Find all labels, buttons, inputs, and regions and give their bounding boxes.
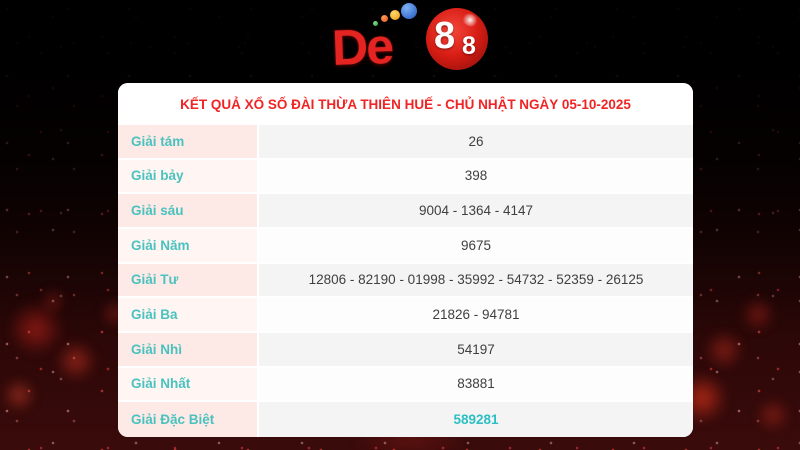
- prize-label: Giải Nhất: [118, 367, 259, 401]
- prize-numbers: 21826 - 94781: [259, 298, 693, 331]
- bokeh-glow: [704, 330, 744, 370]
- prize-row: Giải sáu 9004 - 1364 - 4147: [118, 194, 693, 229]
- prize-label: Giải Tư: [118, 263, 259, 297]
- lottery-results-card: KẾT QUẢ XỔ SỐ ĐÀI THỪA THIÊN HUẾ - CHỦ N…: [118, 83, 693, 437]
- bokeh-glow: [55, 340, 97, 382]
- logo-dot-yellow-icon: [390, 10, 400, 20]
- prize-label: Giải bảy: [118, 159, 259, 193]
- prize-label: Giải Đặc Biệt: [118, 402, 259, 437]
- prize-row: Giải Ba 21826 - 94781: [118, 298, 693, 333]
- logo-digit-large: 8: [434, 15, 456, 57]
- prize-numbers: 83881: [259, 367, 693, 401]
- prize-row: Giải Nhì 54197: [118, 333, 693, 368]
- prize-row: Giải tám 26: [118, 125, 693, 160]
- bokeh-glow: [40, 288, 66, 314]
- prize-numbers: 9675: [259, 229, 693, 262]
- bokeh-glow: [8, 300, 64, 356]
- special-prize-numbers: 589281: [259, 402, 693, 437]
- prize-numbers: 54197: [259, 333, 693, 366]
- bokeh-glow: [756, 398, 790, 432]
- prize-label: Giải tám: [118, 125, 259, 158]
- de88-logo[interactable]: De 8 8: [331, 0, 488, 80]
- prize-label: Giải Năm: [118, 229, 259, 262]
- prize-row: Giải Năm 9675: [118, 229, 693, 264]
- prize-label: Giải Ba: [118, 298, 259, 331]
- prize-row: Giải bảy 398: [118, 159, 693, 195]
- prize-numbers: 9004 - 1364 - 4147: [259, 194, 693, 227]
- prize-numbers: 26: [259, 125, 693, 158]
- prize-row: Giải Tư 12806 - 82190 - 01998 - 35992 - …: [118, 263, 693, 299]
- results-title: KẾT QUẢ XỔ SỐ ĐÀI THỪA THIÊN HUẾ - CHỦ N…: [118, 83, 693, 125]
- logo-ball-icon: 8 8: [426, 8, 488, 70]
- bokeh-glow: [740, 296, 776, 332]
- prize-label: Giải sáu: [118, 194, 259, 227]
- prize-numbers: 398: [259, 159, 693, 193]
- results-table: Giải tám 26 Giải bảy 398 Giải sáu 9004 -…: [118, 125, 693, 437]
- bokeh-glow: [2, 378, 36, 412]
- prize-row: Giải Nhất 83881: [118, 367, 693, 403]
- prize-label: Giải Nhì: [118, 333, 259, 366]
- logo-wordmark: De: [331, 17, 393, 77]
- logo-dot-blue-icon: [401, 3, 417, 19]
- prize-row: Giải Đặc Biệt 589281: [118, 402, 693, 437]
- logo-digit-small: 8: [462, 32, 476, 60]
- prize-numbers: 12806 - 82190 - 01998 - 35992 - 54732 - …: [259, 263, 693, 297]
